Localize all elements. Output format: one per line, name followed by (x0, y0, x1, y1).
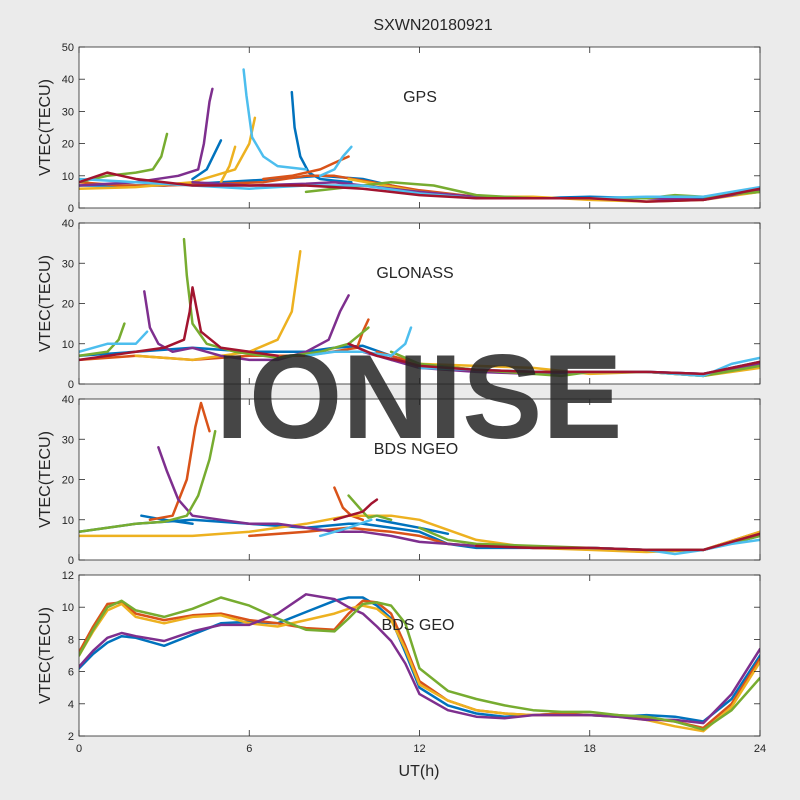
plot-area (79, 575, 760, 736)
series-line-1 (191, 139, 223, 181)
series-line-7 (79, 322, 126, 358)
series-line-14 (347, 342, 760, 376)
y-tick-label: 8 (68, 634, 74, 646)
y-tick-label: 10 (62, 171, 74, 183)
y-tick-label: 12 (62, 570, 74, 582)
series-line-3 (79, 593, 760, 725)
series-line-5 (143, 290, 350, 362)
series-line-6 (79, 514, 760, 554)
panel-1: 0 10 20 30 40 VTEC(TECU) GLONASS (37, 218, 761, 391)
plot-area (79, 223, 760, 384)
series-line-13 (79, 286, 279, 362)
series-line-5 (333, 486, 365, 522)
y-axis-label: VTEC(TECU) (37, 79, 54, 176)
y-tick-label: 20 (62, 475, 74, 487)
y-tick-label: 0 (68, 203, 74, 215)
series-line-11 (318, 518, 373, 538)
y-tick-label: 0 (68, 555, 74, 567)
series-line-3 (148, 401, 211, 522)
series-line-8 (79, 429, 217, 534)
y-tick-label: 40 (62, 394, 74, 406)
x-axis-label: UT(h) (399, 763, 440, 780)
series-group (79, 68, 760, 203)
series-line-9 (191, 180, 760, 202)
x-tick-label: 12 (413, 743, 425, 755)
series-line-12 (242, 68, 308, 171)
series-line-11 (304, 326, 413, 358)
series-group (79, 237, 760, 378)
series-line-13 (318, 145, 353, 178)
panel-label: GLONASS (376, 265, 453, 282)
y-tick-label: 40 (62, 218, 74, 230)
series-line-8 (182, 237, 370, 360)
x-tick-label: 18 (584, 743, 596, 755)
y-tick-label: 20 (62, 299, 74, 311)
y-tick-label: 40 (62, 74, 74, 86)
y-tick-label: 50 (62, 42, 74, 54)
plot-area (79, 399, 760, 560)
y-tick-label: 0 (68, 379, 74, 391)
figure-title: SXWN20180921 (373, 17, 492, 34)
series-line-15 (79, 171, 760, 203)
series-line-9 (347, 494, 393, 522)
series-line-5 (79, 116, 257, 190)
y-axis-label: VTEC(TECU) (37, 607, 54, 704)
series-line-10 (79, 132, 169, 184)
series-line-4 (79, 596, 760, 731)
y-axis-label: VTEC(TECU) (37, 255, 54, 352)
series-line-13 (333, 498, 379, 522)
y-tick-label: 2 (68, 731, 74, 743)
y-tick-label: 30 (62, 106, 74, 118)
series-line-3 (134, 249, 302, 362)
series-line-14 (475, 532, 760, 552)
x-tick-label: 6 (246, 743, 252, 755)
x-tick-label: 24 (754, 743, 766, 755)
series-group (79, 593, 760, 733)
panel-2: 0 10 20 30 40 VTEC(TECU) BDS NGEO (37, 394, 761, 567)
y-tick-label: 30 (62, 258, 74, 270)
y-tick-label: 30 (62, 434, 74, 446)
watermark: IONISE (216, 330, 623, 464)
y-tick-label: 20 (62, 139, 74, 151)
series-line-6 (219, 145, 237, 184)
panel-0: 0 10 20 30 40 50 VTEC(TECU) GPS (37, 42, 761, 215)
y-axis-label: VTEC(TECU) (37, 431, 54, 528)
x-tick-label: 0 (76, 743, 82, 755)
series-line-1 (140, 514, 194, 526)
y-tick-label: 10 (62, 602, 74, 614)
panel-label: BDS GEO (382, 617, 455, 634)
series-line-10 (79, 330, 149, 354)
y-tick-label: 6 (68, 667, 74, 679)
y-tick-label: 10 (62, 339, 74, 351)
y-tick-label: 10 (62, 515, 74, 527)
panel-label: BDS NGEO (374, 441, 458, 458)
panel-label: GPS (403, 89, 437, 106)
y-tick-label: 4 (68, 699, 74, 711)
series-group (79, 401, 760, 556)
